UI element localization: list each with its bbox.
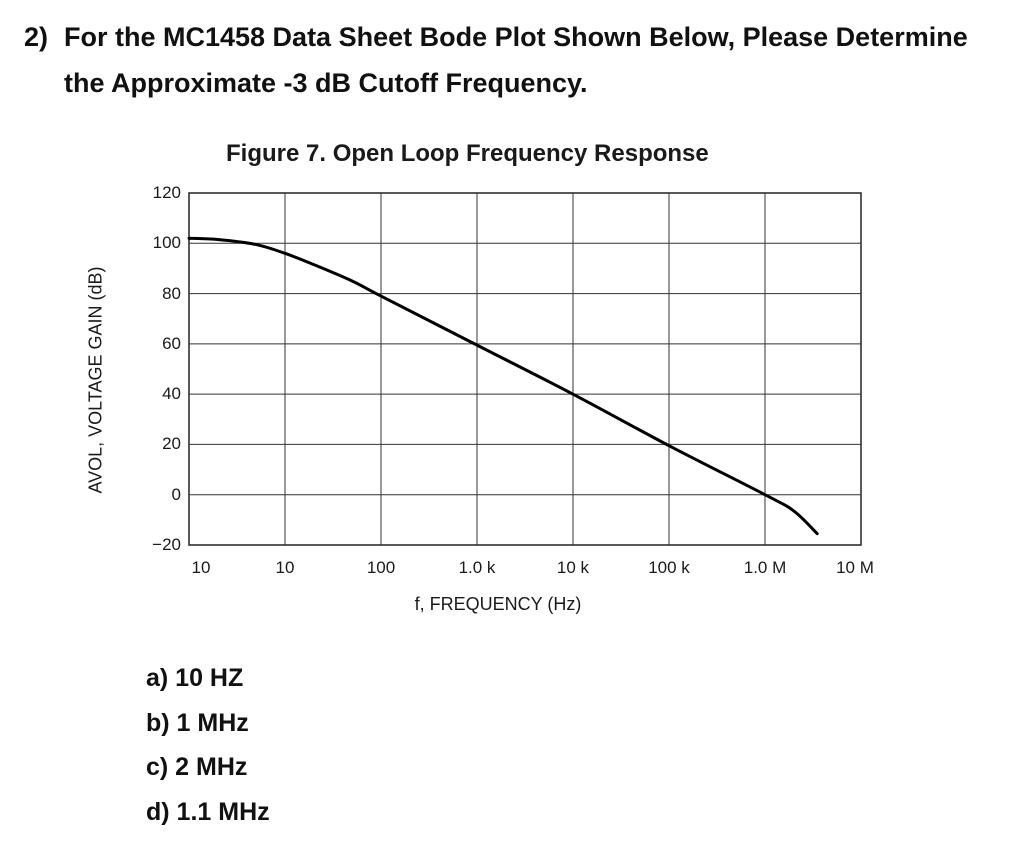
x-tick-label: 10 M xyxy=(836,558,874,577)
chart-title: Figure 7. Open Loop Frequency Response xyxy=(226,140,709,167)
choice-c[interactable]: c) 2 MHz xyxy=(146,753,248,781)
choice-d[interactable]: d) 1.1 MHz xyxy=(146,797,270,826)
question-text: For the MC1458 Data Sheet Bode Plot Show… xyxy=(64,22,968,98)
x-tick-label: 1.0 M xyxy=(743,558,787,577)
x-tick-label: 1.0 k xyxy=(458,558,496,577)
gain-curve xyxy=(187,236,819,536)
y-tick-label: 0 xyxy=(171,484,181,504)
y-tick-label: −20 xyxy=(152,535,181,554)
y-tick-label: 80 xyxy=(162,283,181,303)
y-tick-label: 40 xyxy=(162,384,181,404)
x-tick-label: 100 k xyxy=(648,558,690,577)
y-axis-label: AVOL, VOLTAGE GAIN (dB) xyxy=(85,266,106,494)
choice-b[interactable]: b) 1 MHz xyxy=(146,708,249,737)
plot-frame xyxy=(188,192,862,546)
y-tick-label: 60 xyxy=(162,333,181,353)
y-tick-label: 120 xyxy=(152,183,181,202)
x-tick-label: 10 xyxy=(275,558,295,577)
answer-choices: a) 10 HZ b) 1 MHz c) 2 MHz d) 1.1 MHz xyxy=(146,656,270,834)
y-tick-label: 100 xyxy=(152,233,181,253)
y-tick-label: 20 xyxy=(162,434,181,454)
x-tick-label: 10 xyxy=(191,558,211,577)
x-axis-label: f, FREQUENCY (Hz) xyxy=(414,594,582,614)
question-number: 2) xyxy=(24,22,49,52)
choice-a[interactable]: a) 10 HZ xyxy=(146,664,244,692)
x-tick-label: 10 k xyxy=(556,558,590,577)
x-tick-label: 100 xyxy=(366,558,396,577)
